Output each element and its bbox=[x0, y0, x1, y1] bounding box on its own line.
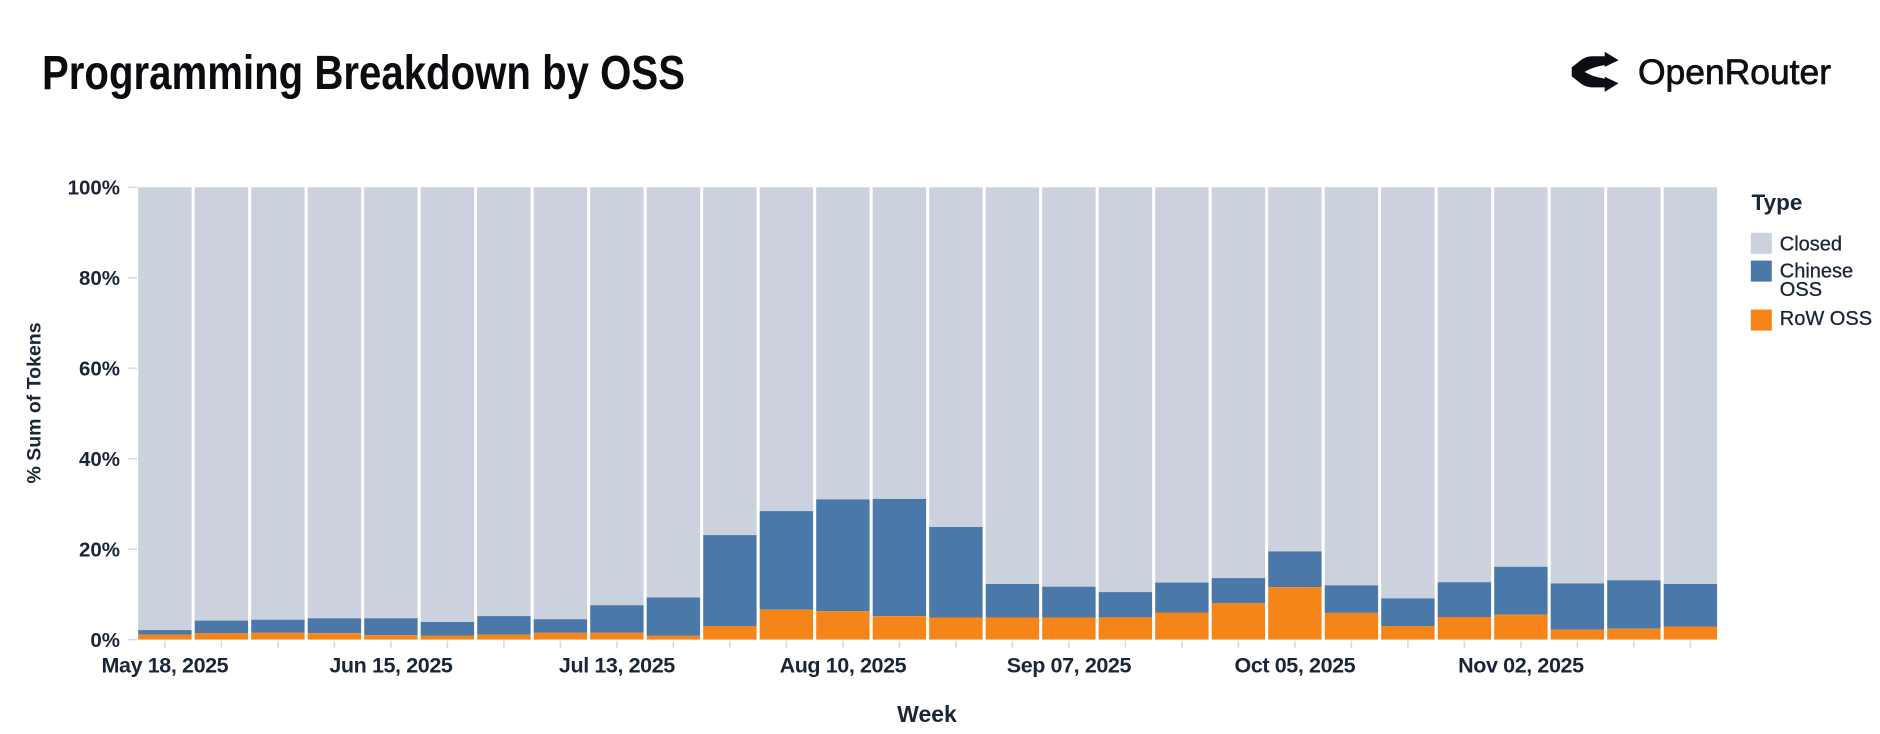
svg-text:Chinese: Chinese bbox=[1780, 260, 1853, 282]
svg-text:80%: 80% bbox=[79, 267, 120, 290]
svg-text:Programming Breakdown by OSS: Programming Breakdown by OSS bbox=[42, 47, 685, 100]
svg-text:Oct 05, 2025: Oct 05, 2025 bbox=[1235, 653, 1356, 677]
svg-text:Closed: Closed bbox=[1780, 233, 1842, 255]
svg-text:RoW OSS: RoW OSS bbox=[1780, 308, 1872, 330]
svg-text:Nov 02, 2025: Nov 02, 2025 bbox=[1458, 653, 1584, 677]
svg-text:20%: 20% bbox=[79, 538, 120, 561]
svg-text:OpenRouter: OpenRouter bbox=[1638, 53, 1831, 92]
svg-text:% Sum of Tokens: % Sum of Tokens bbox=[24, 322, 46, 483]
svg-text:Jun 15, 2025: Jun 15, 2025 bbox=[329, 653, 453, 677]
svg-text:Week: Week bbox=[897, 701, 957, 727]
svg-text:Aug 10, 2025: Aug 10, 2025 bbox=[780, 653, 907, 677]
svg-text:0%: 0% bbox=[90, 629, 120, 652]
svg-text:60%: 60% bbox=[79, 357, 120, 380]
svg-text:OSS: OSS bbox=[1780, 279, 1822, 301]
svg-text:Sep 07, 2025: Sep 07, 2025 bbox=[1007, 653, 1132, 677]
svg-text:Jul 13, 2025: Jul 13, 2025 bbox=[559, 653, 675, 677]
svg-text:100%: 100% bbox=[68, 177, 120, 200]
svg-text:Type: Type bbox=[1752, 190, 1803, 215]
svg-text:40%: 40% bbox=[79, 448, 120, 471]
svg-text:May 18, 2025: May 18, 2025 bbox=[102, 653, 229, 677]
